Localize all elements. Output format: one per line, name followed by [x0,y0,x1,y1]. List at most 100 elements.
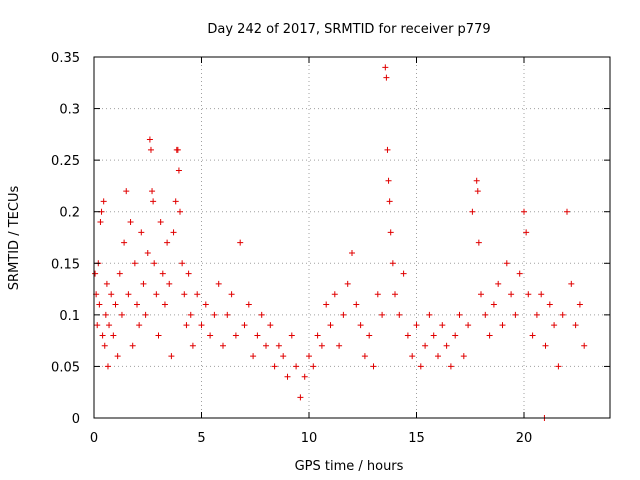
data-point [382,64,389,71]
data-point [288,332,295,339]
data-point [474,188,481,195]
data-point [516,270,523,277]
data-point [198,322,205,329]
data-point [94,322,101,329]
data-point [172,198,179,205]
data-point [161,301,168,308]
x-tick-label: 20 [516,431,533,446]
data-point [473,177,480,184]
data-point [224,311,231,318]
data-point [129,342,136,349]
data-point [559,311,566,318]
data-point [123,188,130,195]
data-point [121,239,128,246]
data-point [168,353,175,360]
data-point [386,198,393,205]
data-point [263,342,269,349]
data-point [250,353,257,360]
data-point [392,291,398,298]
data-point [430,332,437,339]
data-point [116,270,123,277]
data-point [207,332,214,339]
data-point [284,373,291,380]
data-point [96,301,103,308]
data-point [387,229,394,236]
data-point [525,291,532,298]
data-point [422,342,429,349]
data-point [508,291,515,298]
x-tick-label: 0 [90,431,98,446]
data-point [275,342,282,349]
data-point [108,291,115,298]
data-point [177,208,183,215]
data-point [413,322,420,329]
data-point [460,353,467,360]
data-point [220,342,226,349]
data-point [185,270,192,277]
data-point [357,322,364,329]
data-point [456,311,463,318]
data-point [104,363,111,370]
data-point [327,322,334,329]
data-point [529,332,536,339]
y-tick-labels: 0 0.05 0.1 0.15 0.2 0.25 0.3 0.35 [51,51,80,427]
data-point [482,311,489,318]
y-tick-label: 0.2 [59,206,80,221]
data-point [336,342,343,349]
data-point [237,239,244,246]
data-point [400,270,407,277]
data-point [323,301,330,308]
data-point [170,229,177,236]
data-point [125,291,132,298]
data-point [512,311,519,318]
x-tick-label: 15 [408,431,425,446]
data-point [495,280,502,287]
data-point [174,146,181,153]
data-point [379,311,386,318]
data-point [435,353,441,360]
data-point [166,280,173,287]
data-point [568,280,575,287]
data-point [384,146,391,153]
data-point [546,301,553,308]
data-point [318,342,325,349]
y-tick-label: 0.1 [59,309,80,324]
data-point [232,332,239,339]
x-tick-label: 5 [197,431,205,446]
data-point [490,301,497,308]
data-point [581,342,588,349]
data-point [189,342,196,349]
data-point [331,291,338,298]
data-point [478,291,484,298]
data-point [383,74,390,81]
data-point [138,229,145,236]
x-tick-labels: 0 5 10 15 20 [90,431,532,446]
data-point [385,177,392,184]
data-point [475,239,482,246]
data-point [503,260,510,267]
data-point [452,332,459,339]
data-point [314,332,321,339]
data-point [194,291,201,298]
data-point [310,363,317,370]
data-point [523,229,530,236]
data-point [202,301,209,308]
data-point [370,363,377,370]
data-point [175,167,182,174]
data-point [142,311,149,318]
data-point [118,311,125,318]
data-point [389,260,396,267]
data-point [92,270,99,277]
data-point [572,322,579,329]
data-point [127,219,134,226]
data-point [181,291,188,298]
y-tick-label: 0.05 [51,360,80,375]
chart-title: Day 242 of 2017, SRMTID for receiver p77… [207,22,490,37]
data-point [555,363,562,370]
data-point [293,363,300,370]
data-point [538,291,545,298]
data-point [301,373,308,380]
data-point [417,363,424,370]
data-point [486,332,493,339]
